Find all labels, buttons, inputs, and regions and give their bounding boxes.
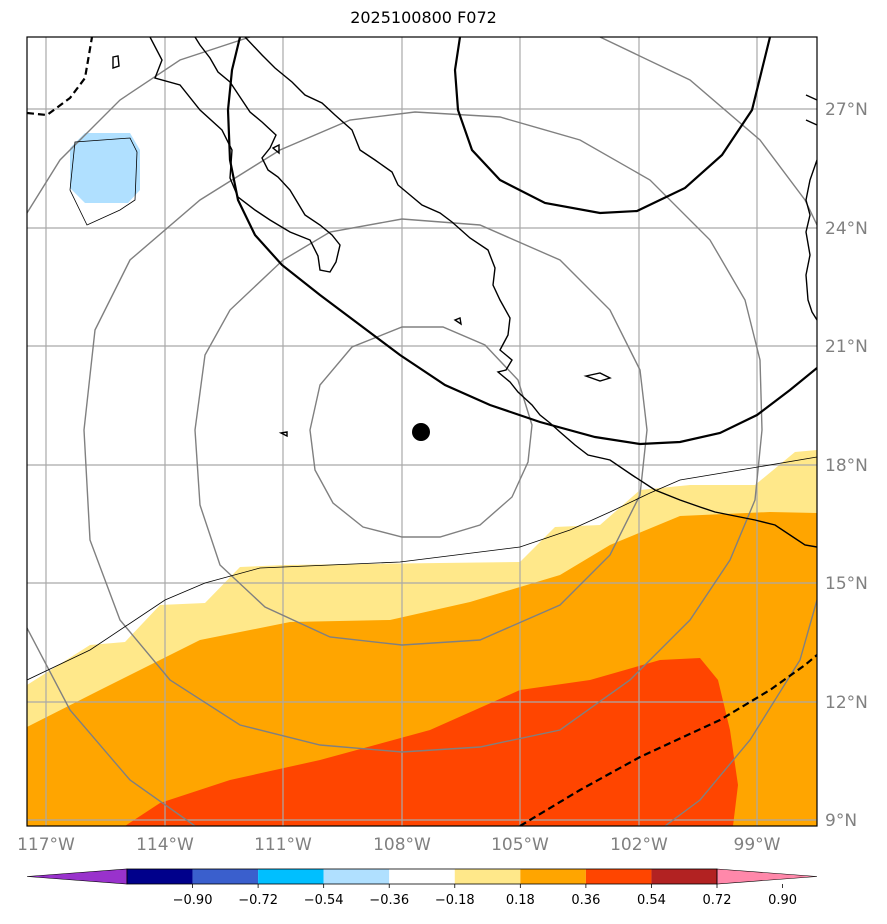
colorbar-segment [454,869,521,884]
east-coast-fragment-2 [805,94,817,126]
coastlines [112,37,817,548]
lon-label: 111°W [254,835,312,855]
east-coast-fragment [805,159,817,321]
colorbar-tick-label: 0.18 [506,893,535,908]
lat-label: 24°N [825,219,868,239]
colorbar-outline [126,868,718,885]
lon-label: 102°W [610,835,668,855]
lat-label: 12°N [825,693,868,713]
thin-contour-positive [27,456,817,681]
colorbar: −0.90 −0.72 −0.54 −0.36 −0.18 0.18 0.36 0.54 0.7… [26,868,818,908]
colorbar-tick-label: 0.36 [571,893,600,908]
colorbar-segment [389,869,455,884]
colorbar-segment [520,869,586,884]
range-ring-3 [83,111,763,753]
colorbar-segment [127,869,193,884]
map-frame [26,36,818,827]
colorbar-tick-label: −0.72 [238,893,278,908]
island-5 [271,143,280,155]
lon-label: 114°W [136,835,194,855]
lat-label: 18°N [825,456,868,476]
colorbar-segment [585,869,652,884]
colorbar-extend-min [26,868,128,885]
island-3 [453,317,462,326]
thick-contour-north [453,37,772,215]
colorbar-tick-label: −0.90 [173,893,213,908]
thick-contours [226,37,817,446]
range-ring-2 [194,218,648,646]
lon-label: 117°W [17,835,75,855]
graticule [27,37,817,826]
colorbar-segment [323,869,390,884]
island-2 [278,431,288,438]
island-4 [112,55,120,69]
colorbar-tick-label: −0.18 [435,893,475,908]
dashed-contour-southeast [519,654,817,826]
thin-contour-negative [69,137,138,226]
range-rings [27,37,817,826]
island-1 [583,372,612,382]
gulf-east-coast [244,37,817,548]
figure-title: 2025100800 F072 [350,8,497,27]
colorbar-segment [192,869,259,884]
latitude-labels: 27°N 24°N 21°N 18°N 15°N 12°N 9°N [825,100,868,831]
colorbar-tick-label: −0.54 [304,893,344,908]
shaded-field [27,133,817,826]
lat-label: 9°N [825,811,857,831]
longitude-labels: 117°W 114°W 111°W 108°W 105°W 102°W 99°W [17,835,781,855]
lon-label: 99°W [734,835,781,855]
field-strong-positive [125,658,738,826]
dashed-contour-northwest [27,37,94,117]
colorbar-extend-max [716,868,818,885]
range-ring-4 [27,37,817,826]
lon-label: 108°W [373,835,431,855]
lat-label: 27°N [825,100,868,120]
thin-contours [27,137,817,681]
lat-label: 15°N [825,574,868,594]
storm-center-marker [412,423,430,441]
lat-label: 21°N [825,337,868,357]
baja-west-coast [149,37,341,273]
thick-contour-west [226,37,817,446]
colorbar-segment [651,869,717,884]
colorbar-tick-label: 0.90 [768,893,797,908]
dashed-contours [27,37,817,826]
colorbar-tick-label: 0.72 [703,893,732,908]
lon-label: 105°W [491,835,549,855]
colorbar-tick-label: −0.36 [369,893,409,908]
colorbar-tick-label: 0.54 [637,893,666,908]
colorbar-segment [258,869,324,884]
field-weak-negative [70,133,140,203]
